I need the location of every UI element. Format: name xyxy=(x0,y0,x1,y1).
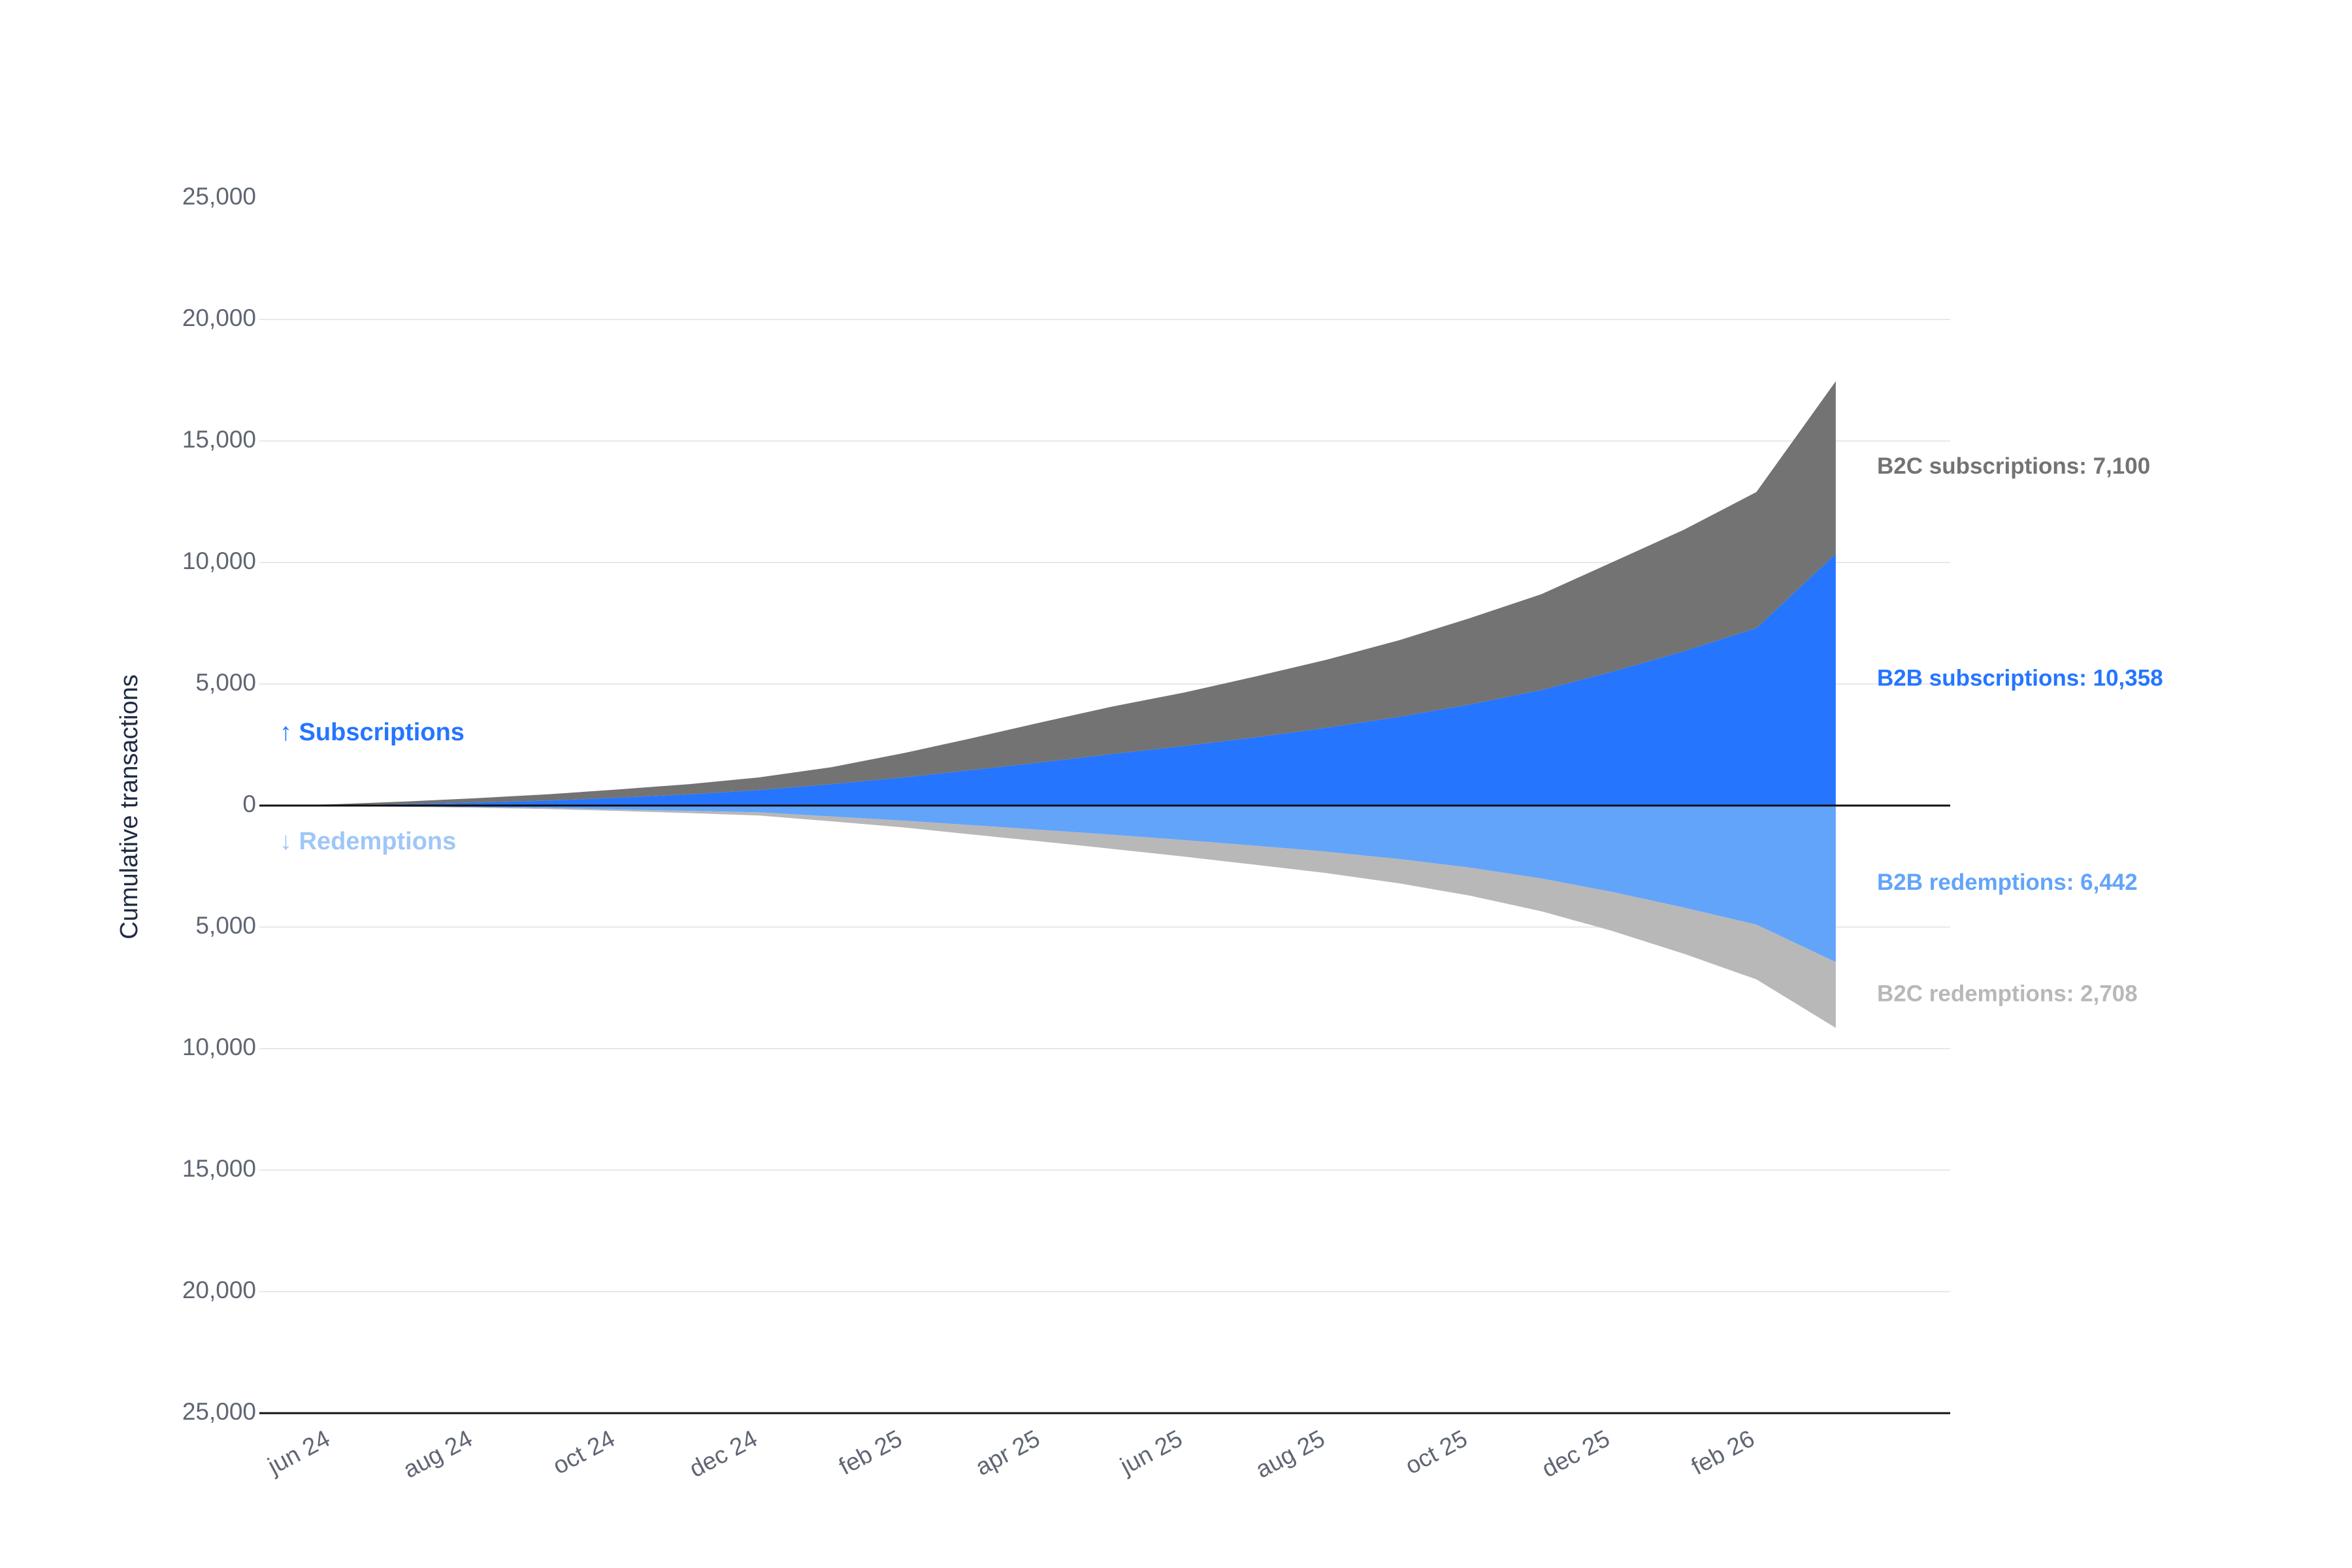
y-tick-label: 5,000 xyxy=(195,669,256,696)
y-tick-label: 10,000 xyxy=(182,1034,256,1060)
area-b2b-redemptions xyxy=(259,806,1836,962)
x-tick-label: oct 25 xyxy=(1401,1425,1471,1480)
area-b2c-subscriptions xyxy=(259,381,1836,806)
x-tick-label: dec 24 xyxy=(685,1425,761,1482)
series-label-b2b-redemptions: B2B redemptions: 6,442 xyxy=(1877,870,2138,895)
y-axis-ticks: 25,000 20,000 15,000 10,000 5,000 0 5,000 10,00… xyxy=(182,183,256,1425)
x-axis-ticks: jun 24 aug 24 oct 24 dec 24 feb 25 apr 25 jun … xyxy=(263,1425,1759,1483)
x-tick-label: jun 24 xyxy=(263,1425,334,1480)
y-tick-label: 0 xyxy=(242,791,256,817)
y-tick-label: 20,000 xyxy=(182,1277,256,1303)
x-tick-label: oct 24 xyxy=(548,1425,619,1480)
x-tick-label: aug 25 xyxy=(1251,1425,1329,1483)
y-tick-label: 20,000 xyxy=(182,304,256,331)
y-tick-label: 5,000 xyxy=(195,912,256,939)
x-tick-label: aug 24 xyxy=(399,1425,476,1483)
x-tick-label: feb 25 xyxy=(834,1425,906,1480)
y-tick-label: 15,000 xyxy=(182,426,256,453)
series-label-b2b-subscriptions: B2B subscriptions: 10,358 xyxy=(1877,666,2163,691)
y-axis-title: Cumulative transactions xyxy=(116,674,143,939)
subscriptions-direction-label: ↑ Subscriptions xyxy=(280,719,465,746)
x-tick-label: dec 25 xyxy=(1537,1425,1614,1482)
y-tick-label: 15,000 xyxy=(182,1155,256,1182)
series-label-b2c-redemptions: B2C redemptions: 2,708 xyxy=(1877,981,2138,1006)
x-tick-label: feb 26 xyxy=(1687,1425,1759,1480)
x-tick-label: jun 25 xyxy=(1115,1425,1186,1480)
area-series xyxy=(259,381,1836,1028)
area-b2b-subscriptions xyxy=(259,553,1836,806)
gridlines xyxy=(259,319,1950,1292)
y-tick-label: 10,000 xyxy=(182,547,256,574)
axes xyxy=(259,804,1950,1414)
y-tick-label: 25,000 xyxy=(182,183,256,210)
x-tick-label: apr 25 xyxy=(971,1425,1044,1480)
series-label-b2c-subscriptions: B2C subscriptions: 7,100 xyxy=(1877,453,2150,479)
series-end-labels: B2B subscriptions: 10,358 B2C subscriptio… xyxy=(1877,453,2163,1006)
redemptions-direction-label: ↓ Redemptions xyxy=(280,828,456,855)
y-tick-label: 25,000 xyxy=(182,1398,256,1425)
